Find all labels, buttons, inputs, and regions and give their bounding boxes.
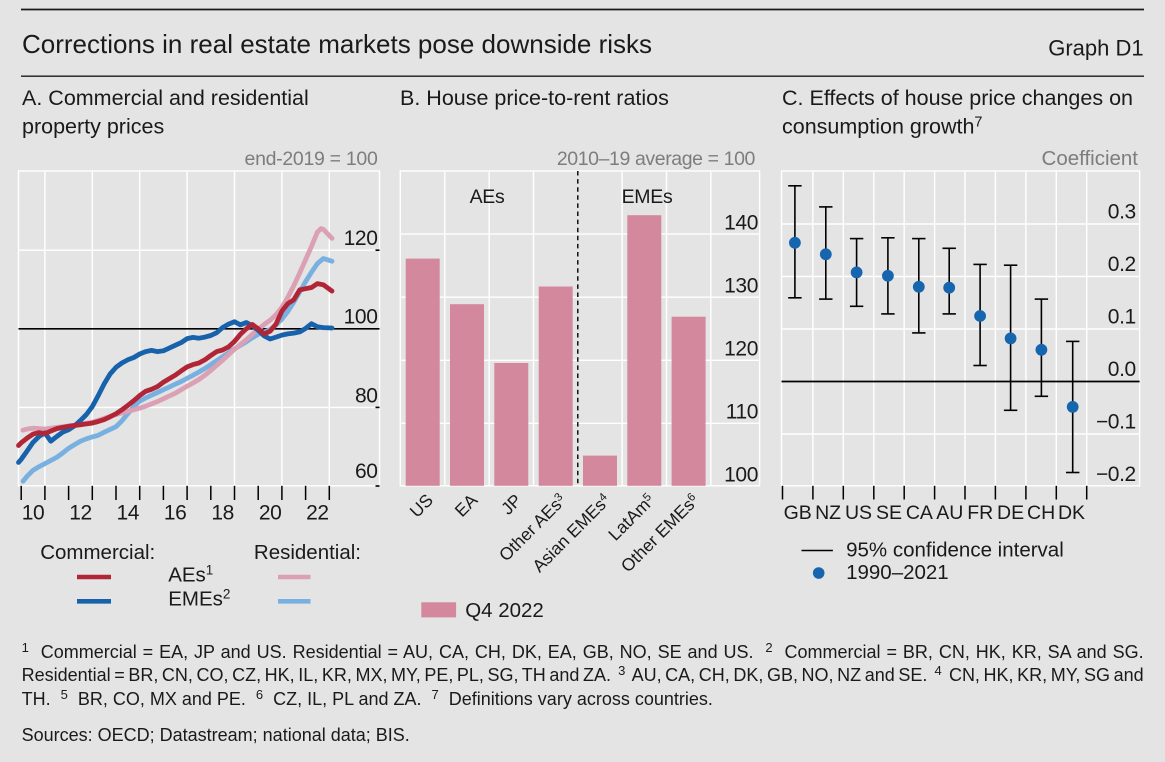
svg-text:Other EMEs6: Other EMEs6 xyxy=(617,490,703,576)
svg-text:−0.2: −0.2 xyxy=(1096,463,1136,486)
svg-text:A. Commercial and residential: A. Commercial and residential xyxy=(22,86,309,110)
svg-text:100: 100 xyxy=(344,306,378,329)
svg-text:US: US xyxy=(406,490,437,521)
svg-text:FR: FR xyxy=(967,502,993,524)
svg-text:CH: CH xyxy=(1027,502,1055,524)
svg-text:EA: EA xyxy=(451,490,482,521)
svg-text:95% confidence interval: 95% confidence interval xyxy=(846,538,1064,561)
svg-text:110: 110 xyxy=(726,401,758,424)
svg-text:EMEs: EMEs xyxy=(622,186,673,208)
svg-text:12: 12 xyxy=(69,502,92,525)
svg-text:property prices: property prices xyxy=(22,114,164,138)
svg-text:120: 120 xyxy=(344,227,378,250)
svg-text:18: 18 xyxy=(211,502,234,525)
svg-text:10: 10 xyxy=(22,502,45,525)
svg-text:1990–2021: 1990–2021 xyxy=(846,561,949,584)
svg-text:120: 120 xyxy=(724,338,758,361)
svg-text:0.0: 0.0 xyxy=(1108,358,1136,381)
svg-text:140: 140 xyxy=(724,211,758,234)
svg-text:−0.1: −0.1 xyxy=(1096,410,1136,433)
svg-text:0.2: 0.2 xyxy=(1108,253,1136,276)
svg-text:Corrections in real estate mar: Corrections in real estate markets pose … xyxy=(22,29,652,59)
svg-text:AEs1: AEs1 xyxy=(168,563,213,587)
svg-text:80: 80 xyxy=(355,384,378,407)
svg-text:SE: SE xyxy=(876,502,902,524)
svg-text:14: 14 xyxy=(117,502,140,525)
svg-text:2010–19 average = 100: 2010–19 average = 100 xyxy=(557,148,756,170)
svg-text:100: 100 xyxy=(724,464,758,487)
svg-text:CA: CA xyxy=(906,502,933,524)
svg-text:60: 60 xyxy=(355,460,378,483)
svg-text:EMEs2: EMEs2 xyxy=(168,587,230,611)
svg-text:Residential:: Residential: xyxy=(254,541,361,564)
svg-text:DK: DK xyxy=(1058,502,1085,524)
svg-text:Commercial:: Commercial: xyxy=(40,541,155,564)
svg-text:GB: GB xyxy=(784,502,812,524)
svg-text:US: US xyxy=(845,502,872,524)
svg-text:consumption growth7: consumption growth7 xyxy=(782,114,983,138)
svg-text:Q4 2022: Q4 2022 xyxy=(465,599,544,622)
svg-text:20: 20 xyxy=(259,502,282,525)
svg-text:0.1: 0.1 xyxy=(1108,305,1136,328)
svg-text:16: 16 xyxy=(164,502,187,525)
svg-text:AEs: AEs xyxy=(470,186,505,208)
svg-text:22: 22 xyxy=(306,502,329,525)
svg-text:Coefficient: Coefficient xyxy=(1042,147,1139,170)
svg-text:NZ: NZ xyxy=(815,502,841,524)
svg-text:DE: DE xyxy=(997,502,1024,524)
svg-text:AU: AU xyxy=(936,502,963,524)
svg-text:0.3: 0.3 xyxy=(1108,200,1136,223)
svg-text:130: 130 xyxy=(724,275,758,298)
svg-text:C. Effects of house price chan: C. Effects of house price changes on xyxy=(782,86,1133,110)
svg-text:Graph D1: Graph D1 xyxy=(1048,36,1143,61)
svg-text:end-2019 = 100: end-2019 = 100 xyxy=(245,148,378,170)
svg-text:JP: JP xyxy=(497,490,526,519)
svg-text:B. House price-to-rent ratios: B. House price-to-rent ratios xyxy=(400,86,669,110)
